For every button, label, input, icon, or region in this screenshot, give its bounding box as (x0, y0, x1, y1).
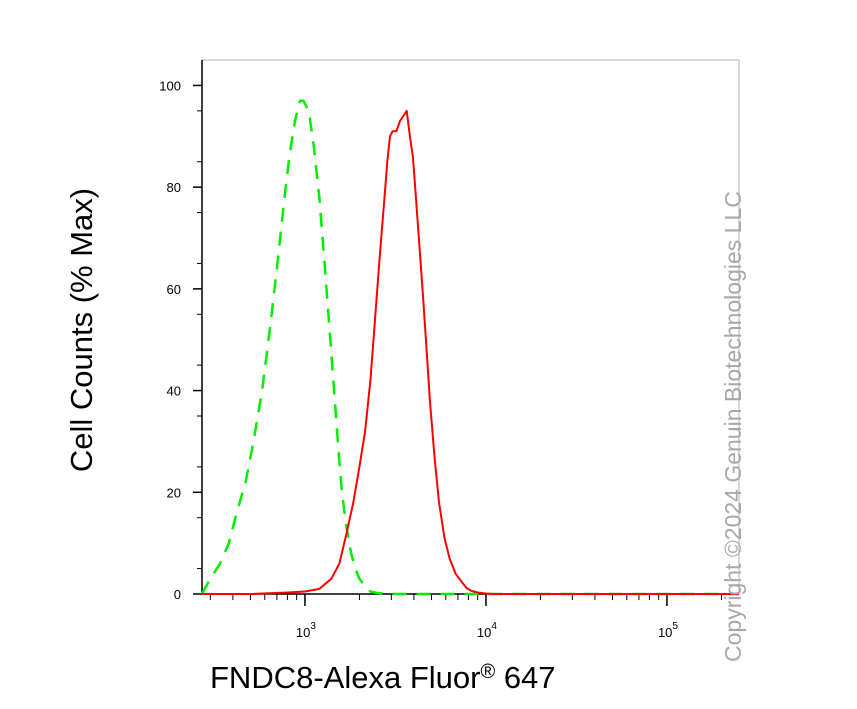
y-tick-label: 0 (174, 587, 181, 602)
y-tick-label: 80 (167, 180, 181, 195)
series-layer (200, 99, 739, 596)
x-tick-base: 10 (477, 625, 491, 640)
x-tick-label: 104 (477, 621, 497, 640)
y-tick-label: 100 (159, 78, 181, 93)
y-axis-ticks: 0 20 40 60 80 100 (159, 78, 202, 602)
x-tick-base: 10 (296, 625, 310, 640)
x-axis-title-end: 647 (495, 660, 555, 695)
x-tick-exponent: 4 (491, 621, 497, 632)
y-tick-label: 40 (167, 384, 181, 399)
x-axis-title-sup: ® (480, 661, 495, 683)
x-axis-title-main: FNDC8-Alexa Fluor (210, 660, 480, 695)
y-axis-title: Cell Counts (% Max) (64, 188, 99, 472)
plot-area (201, 59, 740, 595)
x-tick-base: 10 (658, 625, 672, 640)
y-tick-label: 20 (167, 485, 181, 500)
x-axis-title: FNDC8-Alexa Fluor® 647 (210, 660, 556, 695)
isotype-control-line (200, 99, 739, 596)
x-axis-ticks: 103 104 105 (209, 594, 722, 640)
copyright-watermark: Copyright ©2024 Genuin Biotechnologies L… (720, 191, 746, 662)
sample-histogram-line (202, 109, 739, 595)
x-tick-label: 103 (296, 621, 316, 640)
y-tick-label: 60 (167, 282, 181, 297)
x-tick-label: 105 (658, 621, 678, 640)
x-tick-exponent: 5 (672, 621, 678, 632)
x-tick-exponent: 3 (310, 621, 316, 632)
